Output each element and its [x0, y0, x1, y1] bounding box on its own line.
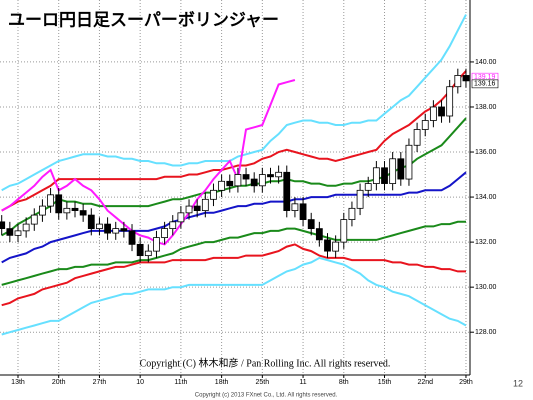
candle-body	[104, 223, 111, 234]
candle-body	[250, 178, 258, 187]
candle-body	[0, 221, 6, 230]
y-tick-label: 130.00	[475, 284, 497, 291]
candle-body	[389, 158, 397, 184]
candle-body	[234, 174, 242, 187]
candle-body	[87, 214, 95, 230]
x-tick-label: 8th	[339, 379, 349, 386]
candle-body	[307, 219, 315, 230]
footer-notice: Copyright (c) 2013 FXnet Co., Ltd. All r…	[195, 393, 338, 399]
candle-body	[438, 106, 445, 117]
y-tick-label: 134.00	[475, 194, 497, 201]
price-label: 139.16	[474, 81, 496, 88]
band-line	[1, 220, 466, 286]
candle-body	[291, 203, 299, 211]
x-tick-label: 18th	[215, 379, 229, 386]
candle-body	[120, 228, 128, 232]
x-tick-label: 20th	[52, 379, 66, 386]
candle-body	[193, 205, 201, 211]
chart-title: ユーロ円日足スーパーボリンジャー	[8, 10, 279, 29]
annotation: Copyright (C) 林木和彦 / Pan Rolling Inc. Al…	[140, 356, 391, 369]
candle-body	[372, 167, 380, 184]
y-tick-label: 140.00	[475, 59, 497, 66]
band-line	[1, 14, 467, 192]
x-tick-label: 22nd	[417, 379, 433, 386]
candle-body	[299, 203, 307, 220]
band-line	[1, 79, 296, 246]
candle-body	[185, 205, 193, 214]
candle-body	[226, 180, 234, 187]
candle-body	[136, 243, 144, 257]
candle-body	[39, 205, 46, 216]
candle-body	[6, 228, 14, 236]
candle-body	[454, 75, 462, 88]
candle-body	[267, 174, 274, 178]
candle-body	[364, 183, 372, 191]
candle-body	[356, 189, 364, 209]
page-number: 12	[513, 378, 523, 388]
candle-body	[177, 212, 185, 223]
x-tick-label: 29th	[459, 379, 473, 386]
y-tick-label: 138.00	[475, 104, 497, 111]
y-tick-label: 136.00	[475, 149, 497, 156]
candles	[0, 68, 470, 263]
candle-body	[169, 221, 177, 230]
candle-body	[242, 174, 250, 180]
candle-body	[397, 158, 405, 180]
x-tick-label: 11	[299, 379, 306, 386]
axes	[0, 0, 471, 376]
candle-body	[258, 174, 266, 187]
candle-body	[63, 207, 71, 214]
candle-body	[429, 106, 437, 121]
band-line	[1, 243, 466, 307]
x-tick-label: 10	[136, 379, 144, 386]
band-line	[1, 70, 467, 212]
candle-body	[348, 207, 356, 220]
y-tick-label: 132.00	[475, 239, 497, 246]
x-tick-label: 27th	[93, 379, 107, 386]
candle-body	[413, 129, 421, 146]
price-label-box	[471, 79, 499, 89]
candle-body	[340, 219, 348, 243]
candle-body	[30, 214, 38, 225]
candle-body	[283, 171, 291, 211]
candle-body	[112, 228, 120, 234]
band-line	[1, 171, 467, 264]
candle-body	[161, 228, 169, 239]
candle-body	[332, 241, 340, 252]
candle-body	[22, 223, 30, 232]
x-tick-label: 25th	[256, 379, 270, 386]
candle-body	[446, 86, 454, 117]
candle-body	[462, 75, 470, 82]
candle-body	[153, 237, 160, 252]
x-tick-label: 15th	[378, 379, 392, 386]
candle-body	[421, 120, 429, 130]
x-tick-label: 11th	[174, 379, 187, 386]
candle-body	[324, 239, 331, 252]
candle-body	[79, 210, 87, 216]
candle-body	[55, 194, 63, 214]
candle-body	[201, 198, 209, 211]
candle-body	[14, 230, 22, 236]
x-tick-label: 13th	[11, 379, 25, 386]
candle-body	[144, 250, 152, 257]
candle-body	[275, 171, 283, 178]
candle-body	[218, 180, 226, 191]
band-line	[1, 117, 467, 237]
candle-body	[315, 228, 323, 241]
candle-body	[96, 223, 103, 230]
price-label: 139.19	[474, 74, 496, 81]
candle-body	[405, 144, 413, 180]
candle-body	[128, 230, 136, 245]
candle-body	[47, 194, 54, 207]
candle-body	[381, 167, 388, 184]
candle-body	[71, 207, 79, 211]
y-tick-label: 128.00	[475, 329, 497, 336]
lines	[1, 14, 467, 336]
band-line	[1, 256, 467, 336]
grid	[0, 0, 470, 375]
candle-body	[210, 189, 217, 200]
